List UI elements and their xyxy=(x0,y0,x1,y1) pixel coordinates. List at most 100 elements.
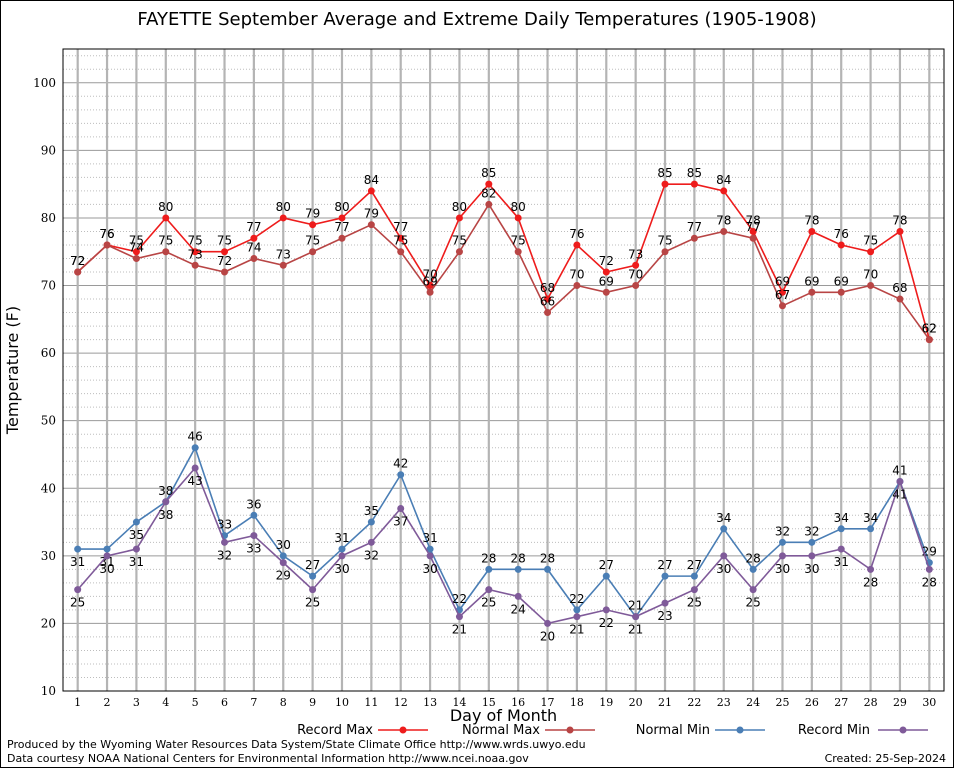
data-label: 75 xyxy=(657,234,672,248)
data-point xyxy=(573,241,581,249)
data-label: 69 xyxy=(775,274,790,288)
series-line xyxy=(77,182,931,340)
data-label: 32 xyxy=(364,548,379,562)
data-label: 77 xyxy=(393,220,408,234)
data-label: 34 xyxy=(834,511,849,525)
data-point xyxy=(544,309,552,317)
data-point xyxy=(191,444,199,452)
data-label: 31 xyxy=(129,555,144,569)
data-label: 24 xyxy=(511,602,526,616)
data-point xyxy=(544,565,552,573)
data-point xyxy=(837,545,845,553)
data-point xyxy=(338,214,346,222)
data-point xyxy=(103,241,111,249)
data-point xyxy=(397,471,405,479)
data-label: 75 xyxy=(393,234,408,248)
data-point xyxy=(749,234,757,242)
data-label: 33 xyxy=(246,542,261,556)
data-label: 20 xyxy=(540,629,555,643)
data-point xyxy=(778,302,786,310)
data-point xyxy=(74,268,82,276)
legend-swatch-marker xyxy=(736,726,744,734)
data-point xyxy=(426,545,434,553)
data-label: 21 xyxy=(628,599,643,613)
data-label: 32 xyxy=(804,524,819,538)
data-label: 69 xyxy=(422,274,437,288)
data-label: 75 xyxy=(188,234,203,248)
data-label: 68 xyxy=(892,281,907,295)
x-tick-label: 18 xyxy=(570,696,584,709)
data-label: 30 xyxy=(99,562,114,576)
data-point xyxy=(690,586,698,594)
data-label: 30 xyxy=(334,562,349,576)
data-label: 22 xyxy=(599,616,614,630)
data-point xyxy=(367,538,375,546)
data-point xyxy=(367,187,375,195)
y-tick-label: 100 xyxy=(33,76,56,90)
data-point xyxy=(808,552,816,560)
data-label: 66 xyxy=(540,295,555,309)
data-label: 31 xyxy=(99,555,114,569)
data-label: 30 xyxy=(276,538,291,552)
data-point xyxy=(544,295,552,303)
data-label: 73 xyxy=(628,247,643,261)
x-tick-label: 5 xyxy=(192,696,199,709)
y-tick-label: 10 xyxy=(41,684,56,698)
data-point xyxy=(309,221,317,229)
data-label: 28 xyxy=(745,551,760,565)
x-tick-label: 20 xyxy=(629,696,643,709)
data-point xyxy=(250,511,258,519)
data-label: 75 xyxy=(217,234,232,248)
data-label: 28 xyxy=(540,551,555,565)
data-label: 75 xyxy=(863,234,878,248)
data-point xyxy=(426,282,434,290)
series-line xyxy=(77,466,931,625)
data-point xyxy=(632,261,640,269)
data-point xyxy=(250,254,258,262)
data-point xyxy=(837,525,845,533)
data-label: 74 xyxy=(129,240,144,254)
data-label: 72 xyxy=(70,254,85,268)
data-label: 72 xyxy=(70,254,85,268)
data-point xyxy=(749,565,757,573)
data-label: 73 xyxy=(188,247,203,261)
data-label: 73 xyxy=(276,247,291,261)
x-tick-label: 15 xyxy=(482,696,496,709)
data-point xyxy=(690,572,698,580)
data-label: 70 xyxy=(422,268,437,282)
data-label: 77 xyxy=(246,220,261,234)
data-label: 23 xyxy=(657,609,672,623)
data-point xyxy=(808,288,816,296)
data-point xyxy=(309,572,317,580)
data-label: 32 xyxy=(217,548,232,562)
data-label: 33 xyxy=(217,518,232,532)
data-label: 76 xyxy=(569,227,584,241)
data-point xyxy=(74,586,82,594)
data-label: 25 xyxy=(305,596,320,610)
legend-item: Record Min xyxy=(798,723,928,738)
data-label: 69 xyxy=(804,274,819,288)
data-point xyxy=(426,552,434,560)
x-tick-label: 1 xyxy=(74,696,81,709)
data-label: 75 xyxy=(511,234,526,248)
legend-swatch-marker xyxy=(566,726,574,734)
x-tick-label: 26 xyxy=(805,696,819,709)
data-label: 69 xyxy=(834,274,849,288)
data-point xyxy=(749,227,757,235)
legend-swatch-marker xyxy=(899,726,907,734)
data-label: 22 xyxy=(569,592,584,606)
x-tick-label: 9 xyxy=(309,696,316,709)
data-point xyxy=(602,572,610,580)
data-label: 30 xyxy=(716,562,731,576)
data-point xyxy=(455,214,463,222)
credit-line-1: Produced by the Wyoming Water Resources … xyxy=(7,738,586,751)
data-label: 85 xyxy=(657,166,672,180)
data-label: 80 xyxy=(511,200,526,214)
x-tick-label: 21 xyxy=(658,696,672,709)
data-label: 68 xyxy=(540,281,555,295)
data-point xyxy=(455,613,463,621)
data-point xyxy=(279,261,287,269)
legend-item: Record Max xyxy=(297,723,428,738)
data-point xyxy=(367,518,375,526)
